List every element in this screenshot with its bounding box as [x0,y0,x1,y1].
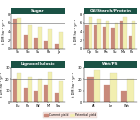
Bar [111,28,115,49]
Bar [59,81,63,102]
Text: Lignocellulosic: Lignocellulosic [21,62,55,66]
Bar [123,17,127,49]
Bar [104,85,110,102]
Bar [13,19,17,49]
Bar [89,17,92,49]
Bar [24,88,28,102]
Bar [48,29,52,49]
Text: Wet/PS: Wet/PS [102,62,119,66]
Legend: Current yield, Potential yield: Current yield, Potential yield [43,112,97,118]
Bar [97,19,101,49]
Bar [110,73,117,102]
Bar [59,32,63,49]
Bar [86,25,89,49]
Bar [44,41,48,49]
Bar [87,77,94,102]
Bar [38,27,42,49]
Bar [13,79,17,102]
Bar [127,79,134,102]
Bar [106,21,109,49]
Bar [17,73,21,102]
Bar [121,91,127,102]
Bar [129,36,132,49]
Y-axis label: t DM ha⁻¹ yr⁻¹: t DM ha⁻¹ yr⁻¹ [2,19,6,44]
Bar [28,25,32,49]
Bar [48,72,52,102]
Text: Oil/Starch/Protein: Oil/Starch/Protein [89,9,131,13]
Bar [132,21,135,49]
Bar [34,38,38,49]
Y-axis label: t DM ha⁻¹ yr⁻¹: t DM ha⁻¹ yr⁻¹ [72,72,76,97]
Bar [28,77,32,102]
Bar [94,25,97,49]
Bar [120,21,123,49]
Bar [103,27,106,49]
Text: Sugar: Sugar [31,9,45,13]
Bar [55,44,59,49]
Y-axis label: t DM ha⁻¹ yr⁻¹: t DM ha⁻¹ yr⁻¹ [74,19,78,44]
Bar [55,93,59,102]
Bar [34,91,38,102]
Bar [24,35,28,49]
Bar [44,85,48,102]
Bar [38,79,42,102]
Bar [115,23,118,49]
Bar [94,70,100,102]
Bar [17,18,21,49]
Y-axis label: t DM ha⁻¹ yr⁻¹: t DM ha⁻¹ yr⁻¹ [0,72,4,97]
